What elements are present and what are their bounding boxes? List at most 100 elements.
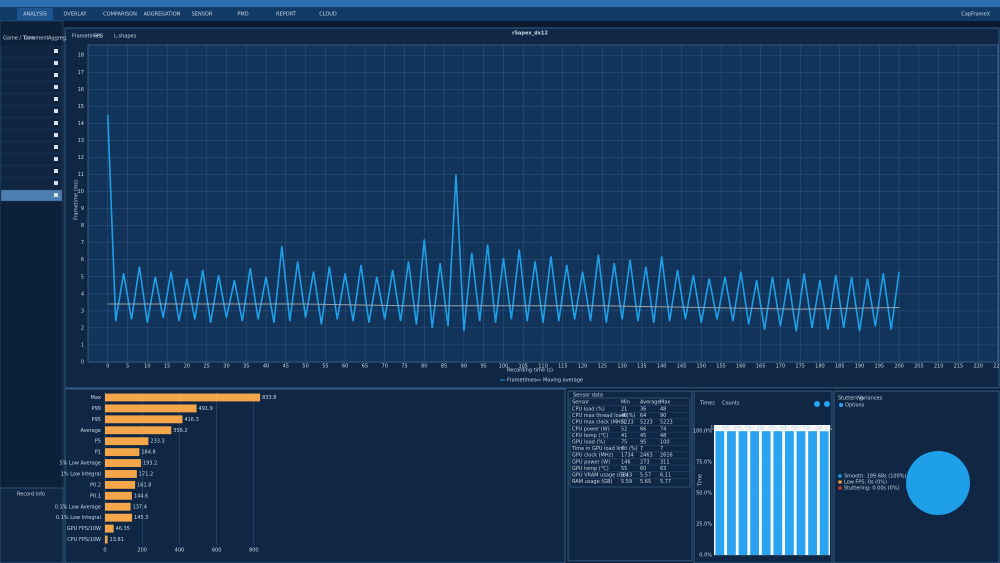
table-cell: 60 (640, 466, 646, 472)
x-tick-label: 10 (144, 364, 150, 370)
chart-tab[interactable]: FPS (94, 34, 103, 40)
category-label: Average (80, 428, 101, 434)
x-tick-label: 195 (875, 364, 885, 370)
nav-tab[interactable]: PMD (237, 12, 248, 18)
x-tick-label: 800 (249, 548, 259, 554)
x-tick-label: 110 (538, 364, 548, 370)
options-label[interactable]: Options (845, 403, 865, 409)
threshold-button[interactable] (824, 401, 830, 407)
x-tick-label: 50 (302, 364, 308, 370)
record-row[interactable] (0, 93, 63, 106)
record-row[interactable] (0, 69, 63, 82)
record-row[interactable] (0, 141, 63, 154)
x-tick-label: 215 (954, 364, 964, 370)
record-checkbox[interactable] (54, 169, 58, 173)
y-tick-label: 12 (78, 155, 84, 161)
record-checkbox[interactable] (54, 133, 58, 137)
record-row[interactable] (0, 45, 63, 58)
nav-tab[interactable]: ANALYSIS (23, 12, 47, 18)
value-label: 100.0% (780, 426, 799, 432)
threshold-button[interactable] (814, 401, 820, 407)
bar (750, 431, 760, 555)
record-row[interactable] (0, 117, 63, 130)
record-checkbox[interactable] (54, 49, 58, 53)
table-cell: 5.77 (660, 479, 671, 485)
nav-tab[interactable]: SENSOR (192, 12, 213, 18)
legend-label: Frametimes (507, 378, 537, 384)
record-row[interactable] (0, 105, 63, 118)
bar (105, 437, 149, 446)
list-header[interactable]: Aggreg. (48, 36, 68, 42)
record-row[interactable] (0, 153, 63, 166)
table-cell: 2463 (640, 453, 653, 459)
nav-tab[interactable]: OVERLAY (64, 12, 88, 18)
bar (105, 470, 137, 478)
bar (738, 431, 748, 555)
table-cell: 2616 (660, 453, 673, 459)
y-tick-label: 25.0% (696, 522, 712, 528)
nav-tab[interactable]: AGGREGATION (144, 12, 181, 18)
x-tick-label: 175 (795, 364, 805, 370)
table-cell: 6.11 (660, 473, 671, 479)
table-cell: 36 (640, 407, 646, 413)
record-checkbox[interactable] (54, 73, 58, 77)
y-tick-label: 14 (78, 121, 84, 127)
column-header: Average (640, 400, 661, 406)
list-header[interactable]: Game / Time (3, 36, 35, 42)
record-row[interactable] (0, 81, 63, 94)
y-tick-label: 2 (81, 325, 84, 331)
chart-tab[interactable]: Frametimes (72, 34, 102, 40)
chart-tab[interactable]: L-shapes (114, 34, 137, 40)
record-checkbox[interactable] (54, 157, 58, 161)
x-tick-label: 15 (164, 364, 170, 370)
record-checkbox[interactable] (54, 121, 58, 125)
panel-tab[interactable]: Counts (722, 401, 740, 407)
value-label: 145.3 (134, 515, 148, 521)
panel-tab[interactable]: Variances (858, 396, 883, 402)
record-checkbox[interactable] (54, 109, 58, 113)
table-cell: Time in GPU load limit (%) (571, 446, 638, 452)
nav-tab[interactable]: REPORT (276, 12, 297, 18)
record-checkbox[interactable] (54, 181, 58, 185)
x-tick-label: 160 (736, 364, 746, 370)
x-tick-label: 165 (756, 364, 766, 370)
options-icon[interactable] (839, 403, 843, 407)
nav-tab[interactable]: COMPARISON (103, 12, 137, 18)
x-tick-label: 105 (518, 364, 528, 370)
record-checkbox[interactable] (54, 193, 58, 197)
bar (105, 404, 197, 413)
record-row[interactable] (0, 177, 63, 190)
record-checkbox[interactable] (54, 97, 58, 101)
panel-tab[interactable]: Times (699, 401, 715, 407)
record-info-title: Record info (17, 492, 45, 498)
app-name: CapFrameX (961, 12, 990, 18)
value-label: 161.8 (137, 482, 151, 488)
record-checkbox[interactable] (54, 61, 58, 65)
table-cell: 7 (640, 446, 643, 452)
record-checkbox[interactable] (54, 145, 58, 149)
record-row[interactable] (0, 57, 63, 70)
record-row[interactable] (0, 165, 63, 178)
bar (773, 431, 783, 555)
list-header[interactable]: Comment (24, 36, 49, 42)
record-row[interactable] (0, 189, 63, 202)
table-cell: CPU temp (°C) (572, 433, 608, 439)
bar (105, 459, 141, 467)
table-cell: 95 (640, 440, 646, 446)
y-tick-label: 4 (81, 291, 84, 297)
legend-label: Moving average (543, 378, 583, 384)
y-tick-label: 15 (78, 104, 84, 110)
x-tick-label: 0 (103, 548, 106, 554)
table-cell: 5223 (640, 420, 653, 426)
value-label: 416.3 (184, 417, 198, 423)
table-cell: GPU clock (MHz) (572, 453, 613, 459)
legend-label: Stuttering: 0.00s (0%) (844, 486, 900, 492)
x-tick-label: 75 (401, 364, 407, 370)
table-cell: 7 (621, 446, 624, 452)
panel-tab[interactable]: Stuttering (838, 396, 863, 402)
nav-tab[interactable]: CLOUD (319, 12, 337, 18)
record-row[interactable] (0, 129, 63, 142)
record-checkbox[interactable] (54, 85, 58, 89)
bar (105, 448, 140, 457)
